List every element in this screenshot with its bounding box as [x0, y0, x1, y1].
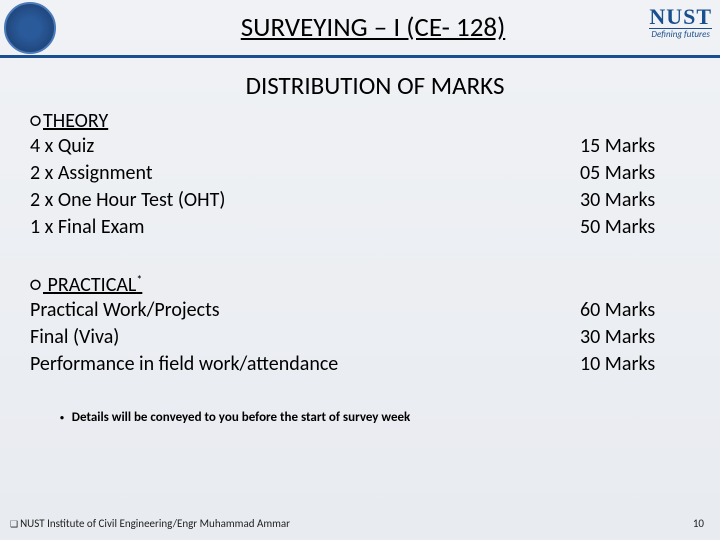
theory-row: 4 x Quiz 15 Marks	[30, 133, 690, 160]
practical-item-label: Practical Work/Projects	[30, 297, 580, 324]
nust-logo: NUST Defining futures	[649, 4, 712, 40]
content-area: THEORY 4 x Quiz 15 Marks 2 x Assignment …	[0, 109, 720, 425]
theory-item-label: 2 x Assignment	[30, 160, 580, 187]
footnote: Details will be conveyed to you before t…	[60, 410, 690, 425]
theory-item-marks: 15 Marks	[580, 133, 690, 160]
theory-row: 2 x Assignment 05 Marks	[30, 160, 690, 187]
practical-item-label: Final (Viva)	[30, 324, 580, 351]
theory-item-label: 4 x Quiz	[30, 133, 580, 160]
page-number: 10	[693, 517, 704, 530]
practical-row: Performance in field work/attendance 10 …	[30, 351, 690, 378]
practical-item-label: Performance in field work/attendance	[30, 351, 580, 378]
theory-row: 1 x Final Exam 50 Marks	[30, 214, 690, 241]
practical-asterisk: *	[136, 273, 142, 287]
practical-row: Final (Viva) 30 Marks	[30, 324, 690, 351]
footer-source: NUST Institute of Civil Engineering/Engr…	[10, 517, 290, 530]
practical-row: Practical Work/Projects 60 Marks	[30, 297, 690, 324]
theory-item-label: 1 x Final Exam	[30, 214, 580, 241]
practical-heading-text: PRACTICAL	[48, 273, 137, 297]
practical-item-marks: 30 Marks	[580, 324, 690, 351]
slide-title: SURVEYING – I (CE- 128)	[26, 11, 720, 44]
slide-footer: NUST Institute of Civil Engineering/Engr…	[10, 517, 704, 530]
slide-header: SURVEYING – I (CE- 128) NUST Defining fu…	[0, 0, 720, 58]
theory-item-marks: 05 Marks	[580, 160, 690, 187]
practical-heading: PRACTICAL*	[30, 273, 690, 297]
theory-heading: THEORY	[30, 109, 690, 133]
theory-item-label: 2 x One Hour Test (OHT)	[30, 187, 580, 214]
practical-item-marks: 60 Marks	[580, 297, 690, 324]
nust-logo-text: NUST	[649, 4, 712, 30]
theory-item-marks: 30 Marks	[580, 187, 690, 214]
practical-item-marks: 10 Marks	[580, 351, 690, 378]
slide-subtitle: DISTRIBUTION OF MARKS	[30, 70, 720, 101]
theory-row: 2 x One Hour Test (OHT) 30 Marks	[30, 187, 690, 214]
theory-item-marks: 50 Marks	[580, 214, 690, 241]
nust-logo-tagline: Defining futures	[649, 28, 712, 40]
